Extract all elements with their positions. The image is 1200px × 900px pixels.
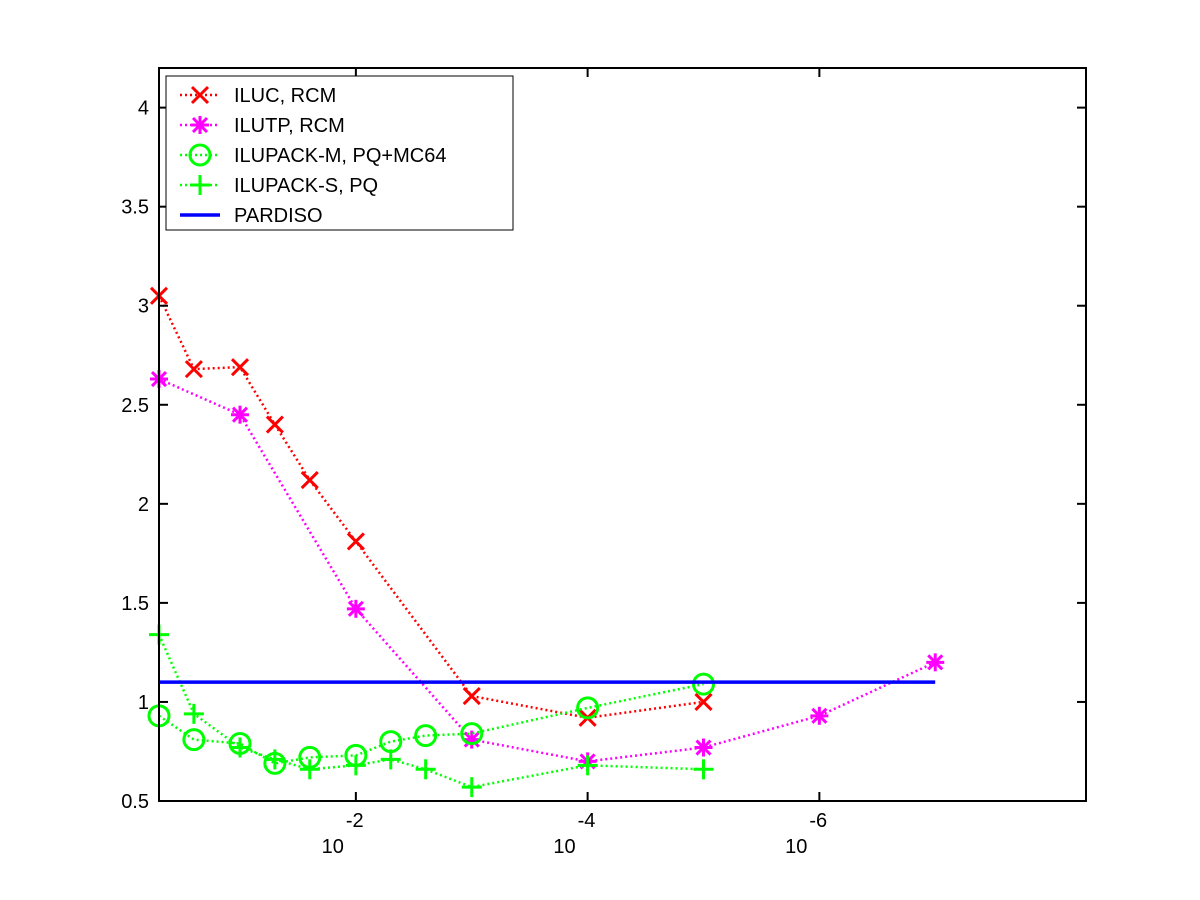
x-tick-exponent: -4 — [578, 810, 596, 832]
data-point — [230, 358, 250, 377]
data-point — [810, 706, 829, 725]
legend-label: ILUPACK-M, PQ+MC64 — [234, 145, 446, 167]
data-point — [462, 730, 481, 749]
y-tick-label: 1.5 — [121, 593, 149, 615]
legend-item: ILUTP, RCM — [180, 115, 345, 137]
data-point — [460, 722, 484, 746]
y-tick-label: 2.5 — [121, 395, 149, 417]
series-line — [158, 377, 936, 763]
data-point — [265, 415, 284, 434]
legend-item: ILUC, RCM — [180, 85, 336, 107]
y-tick-label: 4 — [138, 98, 149, 120]
data-point — [229, 737, 250, 758]
data-point — [183, 703, 204, 724]
data-point — [300, 471, 319, 490]
data-point — [345, 755, 366, 776]
data-point — [694, 738, 713, 757]
legend-marker — [188, 143, 212, 167]
data-point — [346, 599, 365, 618]
y-tick-label: 3.5 — [121, 197, 149, 219]
x-tick-base: 10 — [553, 836, 575, 858]
y-tick-label: 1 — [138, 692, 149, 714]
data-point — [693, 759, 714, 780]
x-tick-exponent: -6 — [809, 810, 827, 832]
data-point — [299, 759, 320, 780]
legend-label: ILUC, RCM — [234, 85, 336, 107]
y-tick-label: 3 — [138, 296, 149, 318]
legend: ILUC, RCM ILUTP, RCM ILUPACK-M, PQ+MC64 ILU… — [165, 75, 514, 231]
data-point — [691, 672, 715, 696]
legend-label: ILUPACK-S, PQ — [234, 175, 378, 197]
y-tick-label: 2 — [138, 494, 149, 516]
data-point — [926, 653, 945, 672]
x-tick-base: 10 — [322, 836, 344, 858]
data-point — [182, 728, 206, 752]
series-layer — [147, 286, 945, 798]
legend-item: ILUPACK-S, PQ — [180, 175, 378, 197]
legend-label: PARDISO — [234, 205, 323, 227]
legend-marker — [190, 175, 210, 195]
data-point — [264, 749, 285, 770]
data-point — [184, 360, 203, 379]
y-axis: 0.5 1 1.5 2 2.5 3 3.5 4 — [121, 98, 1086, 813]
data-point — [694, 692, 713, 712]
data-point — [576, 696, 600, 720]
data-point — [577, 755, 598, 776]
data-point — [230, 405, 249, 424]
data-point — [346, 532, 365, 551]
data-point — [462, 686, 481, 706]
data-point — [415, 759, 436, 780]
data-point — [380, 749, 401, 770]
plot-frame — [158, 67, 1087, 802]
y-tick-label: 0.5 — [121, 791, 149, 813]
data-point — [461, 777, 482, 798]
data-point — [414, 724, 438, 748]
legend-marker — [190, 85, 210, 105]
legend-item: ILUPACK-M, PQ+MC64 — [180, 143, 446, 167]
x-tick-exponent: -2 — [346, 810, 364, 832]
x-axis: -210-410-610 — [322, 68, 827, 858]
legend-marker — [191, 116, 209, 134]
legend-box — [165, 75, 514, 231]
legend-item: PARDISO — [180, 205, 323, 227]
x-tick-base: 10 — [785, 836, 807, 858]
legend-label: ILUTP, RCM — [234, 115, 345, 137]
